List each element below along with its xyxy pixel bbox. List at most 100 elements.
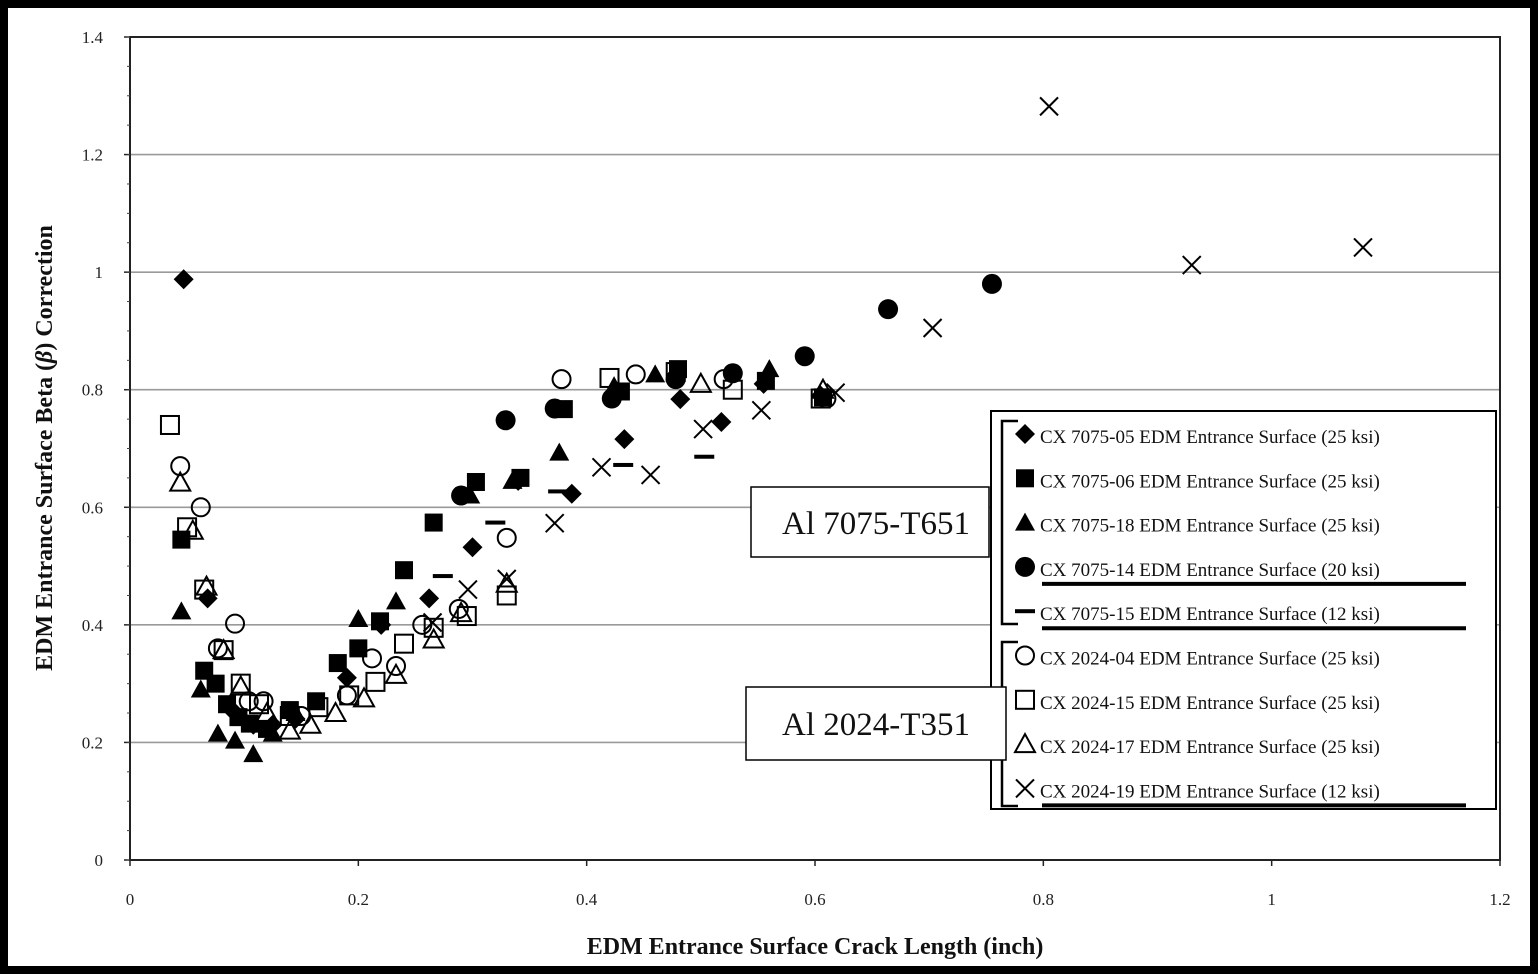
series-4 — [451, 273, 1002, 506]
axis-ticks — [124, 36, 1501, 866]
data-point — [689, 371, 713, 393]
data-point — [424, 513, 443, 532]
legend-marker — [1015, 424, 1035, 444]
data-point — [207, 723, 228, 742]
data-point — [395, 561, 413, 580]
data-point — [711, 412, 732, 433]
data-point — [190, 497, 211, 518]
data-point — [171, 601, 192, 620]
data-point — [278, 718, 302, 740]
data-points — [159, 96, 1373, 763]
data-point — [365, 671, 386, 692]
y-axis-title-suffix: ) Correction — [32, 225, 58, 351]
series-5 — [432, 454, 715, 579]
data-point — [878, 299, 899, 320]
legend-marker — [1015, 689, 1035, 710]
data-point — [348, 608, 369, 627]
data-point — [255, 700, 279, 723]
legend-marker — [1015, 609, 1035, 614]
y-axis-title-beta: β — [32, 350, 58, 364]
data-point — [466, 473, 485, 492]
y-tick-label: 0 — [95, 851, 104, 870]
data-point — [262, 723, 283, 742]
data-point — [339, 685, 360, 706]
y-axis-title: EDM Entrance Surface Beta (β) Correction — [32, 225, 58, 671]
data-point — [229, 674, 253, 696]
legend-items: CX 7075-05 EDM Entrance Surface (25 ksi)… — [1013, 424, 1466, 808]
data-point — [613, 462, 634, 467]
data-point — [496, 527, 517, 548]
data-point — [825, 382, 846, 403]
data-point — [181, 518, 205, 540]
y-tick-label: 0.4 — [82, 616, 104, 635]
data-point — [645, 364, 666, 383]
legend-label: CX 7075-06 EDM Entrance Surface (25 ksi) — [1040, 471, 1380, 492]
data-point — [497, 569, 517, 589]
y-tick-label: 1 — [95, 263, 104, 282]
data-point — [551, 369, 572, 390]
data-point — [458, 579, 478, 600]
legend-marker — [1013, 732, 1037, 754]
series-7 — [159, 362, 831, 726]
data-point — [394, 633, 414, 654]
legend-marker — [1016, 469, 1034, 488]
data-point — [422, 612, 443, 633]
data-point — [751, 400, 772, 420]
data-point — [981, 273, 1002, 294]
data-point — [190, 679, 211, 698]
data-point — [352, 686, 376, 708]
data-point — [279, 705, 300, 726]
data-point — [722, 363, 743, 384]
legend-label: CX 7075-18 EDM Entrance Surface (25 ksi) — [1040, 516, 1380, 537]
series-1 — [173, 269, 831, 735]
data-point — [451, 485, 472, 506]
data-point — [240, 714, 259, 733]
series-9 — [422, 96, 1373, 633]
data-point — [384, 662, 408, 684]
data-point — [349, 639, 368, 658]
data-point — [423, 617, 444, 638]
y-tick-label: 1.4 — [82, 28, 104, 47]
legend-marker — [1015, 645, 1035, 666]
legend-label: CX 2024-04 EDM Entrance Surface (25 ksi) — [1040, 649, 1380, 670]
y-tick-label: 0.2 — [82, 733, 103, 752]
group-label-7075: Al 7075-T651 — [782, 506, 970, 542]
data-point — [693, 419, 713, 439]
data-point — [544, 398, 565, 419]
data-point — [495, 571, 519, 593]
data-point — [386, 591, 407, 610]
data-point — [419, 588, 440, 609]
data-point — [336, 667, 357, 688]
data-point — [561, 483, 582, 504]
y-tick-label: 0.8 — [82, 381, 103, 400]
x-axis-title: EDM Entrance Surface Crack Length (inch) — [587, 934, 1044, 960]
legend-label: CX 2024-15 EDM Entrance Surface (25 ksi) — [1040, 693, 1380, 714]
data-point — [170, 456, 191, 477]
data-point — [496, 585, 517, 606]
data-point — [759, 359, 780, 378]
x-tick-label: 0.6 — [804, 890, 825, 909]
data-point — [811, 377, 835, 399]
group-label-box-2024 — [745, 686, 1007, 761]
x-tick-label: 0.8 — [1033, 890, 1054, 909]
data-point — [665, 369, 686, 390]
legend-label: CX 2024-17 EDM Entrance Surface (25 ksi) — [1040, 737, 1380, 758]
data-point — [173, 269, 194, 290]
data-point — [371, 612, 390, 631]
data-point — [307, 692, 326, 711]
data-point — [544, 513, 565, 533]
data-point — [168, 470, 192, 492]
data-point — [922, 318, 943, 338]
x-tick-label: 1 — [1267, 890, 1276, 909]
y-axis-tick-labels: 0 0.2 0.4 0.6 0.8 1 1.2 1.4 — [82, 28, 104, 870]
data-point — [323, 700, 348, 723]
data-point — [243, 744, 264, 763]
data-point — [449, 601, 473, 623]
data-point — [206, 674, 225, 693]
data-point — [722, 379, 743, 400]
data-point — [502, 470, 523, 489]
data-point — [1039, 96, 1059, 117]
data-point — [485, 520, 506, 525]
